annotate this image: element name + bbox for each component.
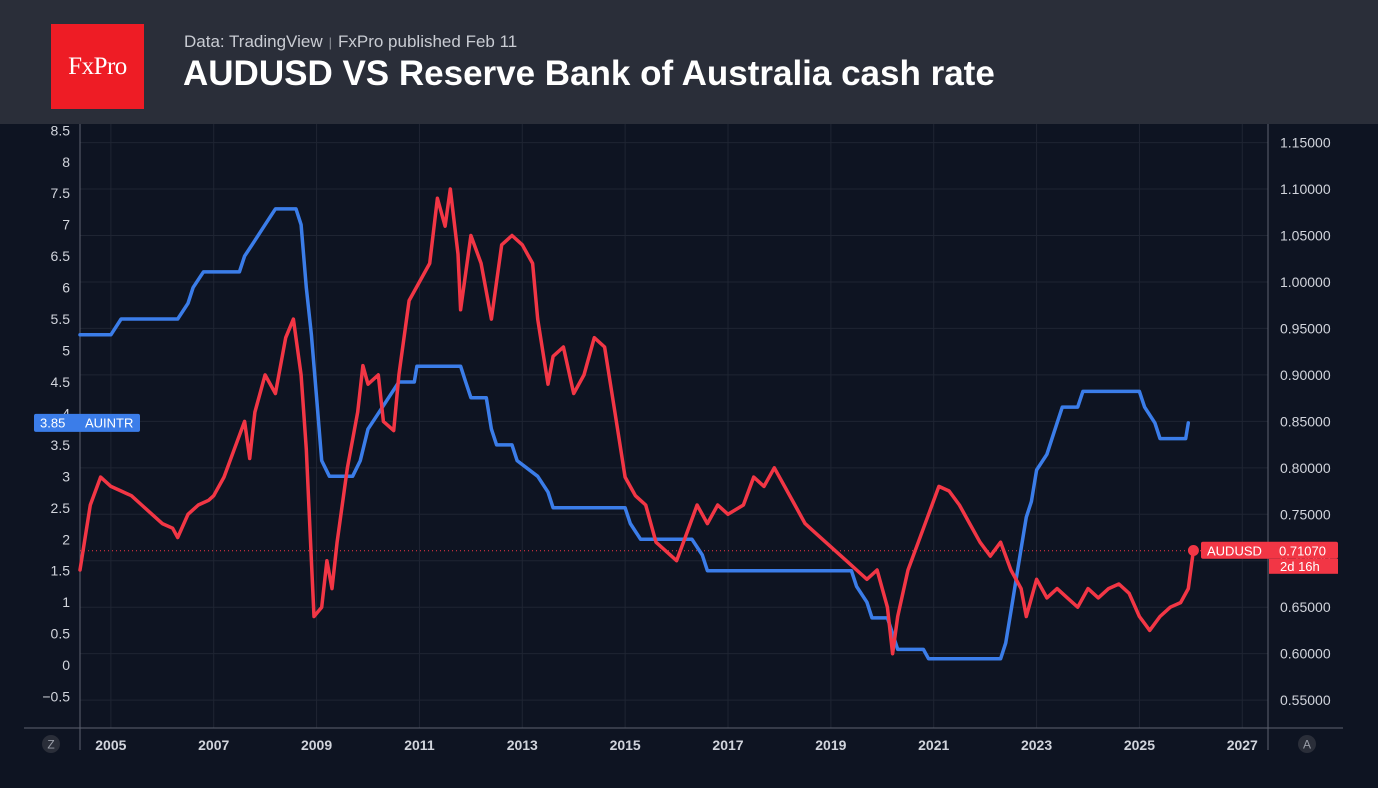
left-axis-tick-label: 0.5: [51, 626, 71, 642]
right-axis-tick-label: 0.60000: [1280, 646, 1331, 662]
auto-scale-badge: A: [1303, 738, 1311, 752]
left-axis-tick-label: 3: [62, 468, 70, 484]
x-axis-tick-label: 2027: [1227, 737, 1258, 753]
right-axis-tick-label: 1.00000: [1280, 274, 1331, 290]
right-axis-tick-label: 0.80000: [1280, 460, 1331, 476]
left-axis-tick-label: 7.5: [51, 185, 71, 201]
x-axis-tick-label: 2007: [198, 737, 229, 753]
left-axis-tick-label: 6.5: [51, 248, 71, 264]
right-axis-tick-label: 0.85000: [1280, 413, 1331, 429]
auintr-series-name: AUINTR: [85, 415, 133, 430]
logo-text: FxPro: [68, 52, 127, 80]
x-axis-tick-label: 2023: [1021, 737, 1052, 753]
left-axis-tick-label: 7: [62, 217, 70, 233]
source-line: Data: TradingView | FxPro published Feb 11: [184, 32, 517, 52]
left-axis-tick-label: 8: [62, 154, 70, 170]
auintr-label-box: [34, 413, 140, 432]
z-scale-badge-bg: [42, 735, 60, 753]
left-axis-tick-label: 2: [62, 531, 70, 547]
left-axis-tick-label: −0.5: [42, 689, 70, 705]
x-axis-tick-label: 2013: [507, 737, 538, 753]
left-axis-tick-label: 4.5: [51, 374, 71, 390]
x-axis-tick-label: 2011: [404, 737, 435, 753]
x-axis-tick-label: 2019: [815, 737, 846, 753]
right-axis-tick-label: 0.75000: [1280, 506, 1331, 522]
left-axis-tick-label: 0: [62, 657, 70, 673]
z-scale-badge: Z: [47, 738, 54, 752]
audusd-last-point-marker: [1187, 545, 1199, 557]
chart-title: AUDUSD VS Reserve Bank of Australia cash…: [183, 54, 995, 93]
auto-scale-badge-bg: [1298, 735, 1316, 753]
left-axis-tick-label: 1: [62, 594, 70, 610]
audusd-last-value: 0.71070: [1279, 543, 1326, 558]
left-axis-tick-label: 1.5: [51, 563, 71, 579]
auintr-last-value: 3.85: [40, 415, 65, 430]
x-axis-tick-label: 2015: [610, 737, 641, 753]
right-axis-tick-label: 1.05000: [1280, 228, 1331, 244]
x-axis-tick-label: 2005: [95, 737, 126, 753]
audusd-label-box: [1201, 541, 1338, 559]
series-line-audusd: [78, 187, 1196, 656]
bar-countdown: 2d 16h: [1280, 559, 1320, 574]
right-axis-tick-label: 1.15000: [1280, 135, 1331, 151]
series-line-auintr: [78, 207, 1191, 661]
left-axis-tick-label: 5: [62, 343, 70, 359]
left-axis-tick-label: 4: [62, 405, 70, 421]
right-axis-tick-label: 0.55000: [1280, 692, 1331, 708]
publish-info: FxPro published Feb 11: [338, 32, 518, 51]
left-axis-tick-label: 3.5: [51, 437, 71, 453]
x-axis-tick-label: 2025: [1124, 737, 1155, 753]
left-axis-tick-label: 2.5: [51, 500, 71, 516]
x-axis-tick-label: 2021: [918, 737, 949, 753]
chart-header: FxPro Data: TradingView | FxPro published …: [0, 0, 1378, 124]
separator: |: [328, 35, 332, 50]
audusd-series-name: AUDUSD: [1207, 543, 1262, 558]
left-axis-tick-label: 8.5: [51, 122, 71, 138]
data-source: Data: TradingView: [184, 32, 323, 51]
right-axis-tick-label: 0.95000: [1280, 320, 1331, 336]
right-axis-tick-label: 1.10000: [1280, 181, 1331, 197]
left-axis-tick-label: 6: [62, 280, 70, 296]
countdown-box: [1269, 558, 1338, 574]
left-axis-tick-label: 5.5: [51, 311, 71, 327]
right-axis-tick-label: 0.65000: [1280, 599, 1331, 615]
fxpro-logo: FxPro: [51, 24, 144, 109]
x-axis-tick-label: 2009: [301, 737, 332, 753]
x-axis-tick-label: 2017: [712, 737, 743, 753]
right-axis-tick-label: 0.90000: [1280, 367, 1331, 383]
